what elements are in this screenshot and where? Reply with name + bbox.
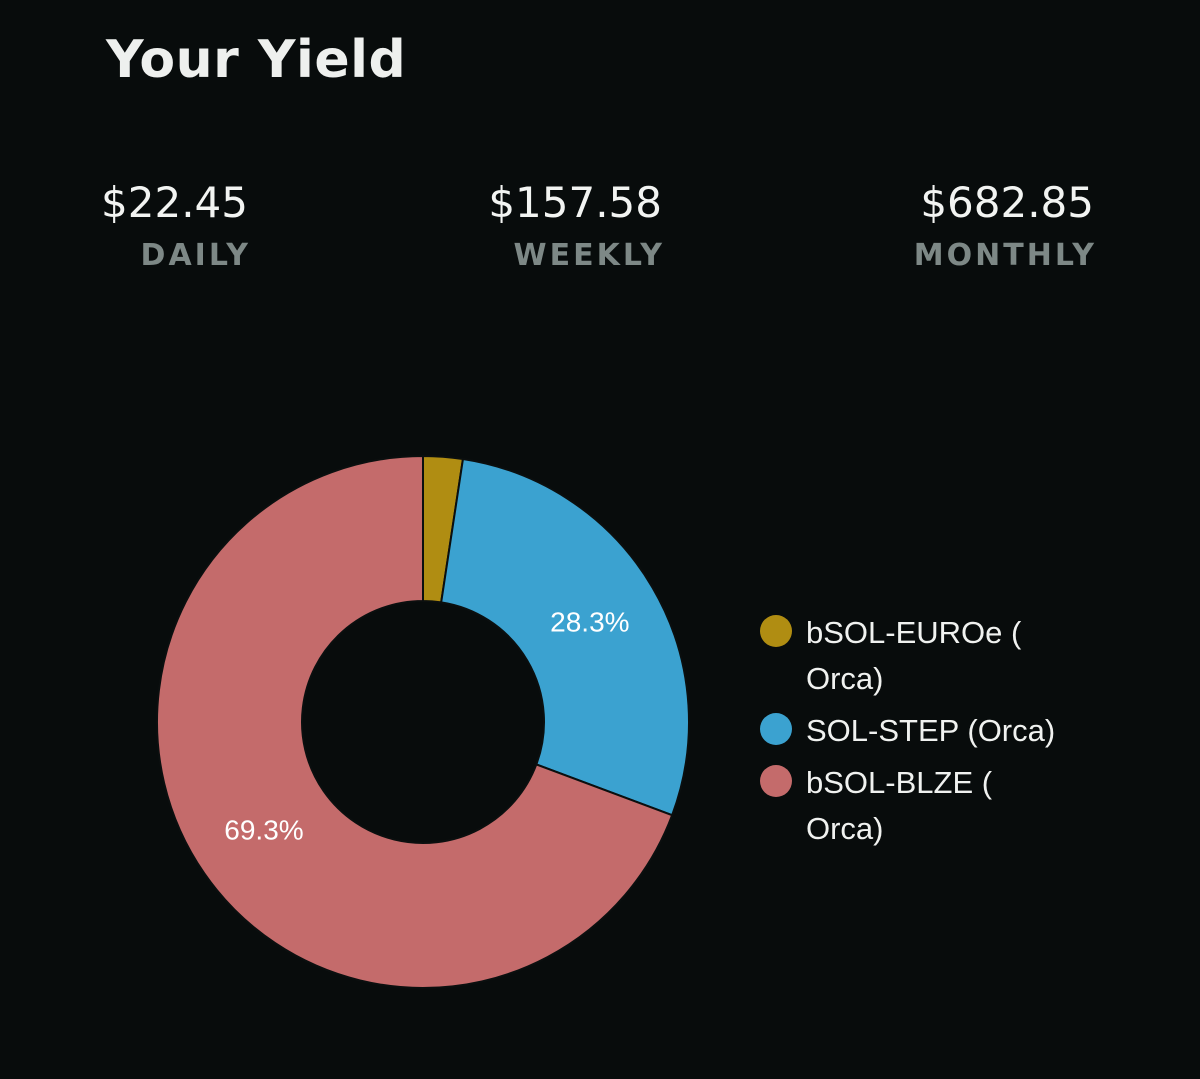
chart-legend: bSOL-EUROe ( Orca) SOL-STEP (Orca) bSOL-BL… <box>760 610 1066 858</box>
legend-item[interactable]: bSOL-BLZE ( Orca) <box>760 760 1066 852</box>
donut-slice-2[interactable] <box>156 454 674 989</box>
weekly-yield-amount: $157.58 <box>488 178 662 227</box>
page-title: Your Yield <box>106 30 407 90</box>
donut-data-label-1: 28.3% <box>550 606 629 637</box>
monthly-yield-label: MONTHLY <box>913 238 1097 273</box>
legend-swatch <box>760 765 792 797</box>
donut-slice-1[interactable] <box>440 457 690 817</box>
legend-swatch <box>760 615 792 647</box>
legend-swatch <box>760 713 792 745</box>
monthly-yield-stat: $682.85 MONTHLY <box>914 175 1094 281</box>
daily-yield-label: DAILY <box>140 238 251 273</box>
legend-label: bSOL-EUROe ( Orca) <box>806 615 1022 696</box>
weekly-yield-label: WEEKLY <box>513 238 665 273</box>
weekly-yield-stat: $157.58 WEEKLY <box>488 175 662 281</box>
monthly-yield-amount: $682.85 <box>920 178 1094 227</box>
daily-yield-stat: $22.45 DAILY <box>101 175 248 281</box>
legend-item[interactable]: bSOL-EUROe ( Orca) <box>760 610 1066 702</box>
legend-label: SOL-STEP (Orca) <box>806 713 1056 748</box>
donut-data-label-2: 69.3% <box>224 815 303 846</box>
daily-yield-amount: $22.45 <box>101 178 248 227</box>
legend-item[interactable]: SOL-STEP (Orca) <box>760 708 1066 754</box>
legend-label: bSOL-BLZE ( Orca) <box>806 765 993 846</box>
